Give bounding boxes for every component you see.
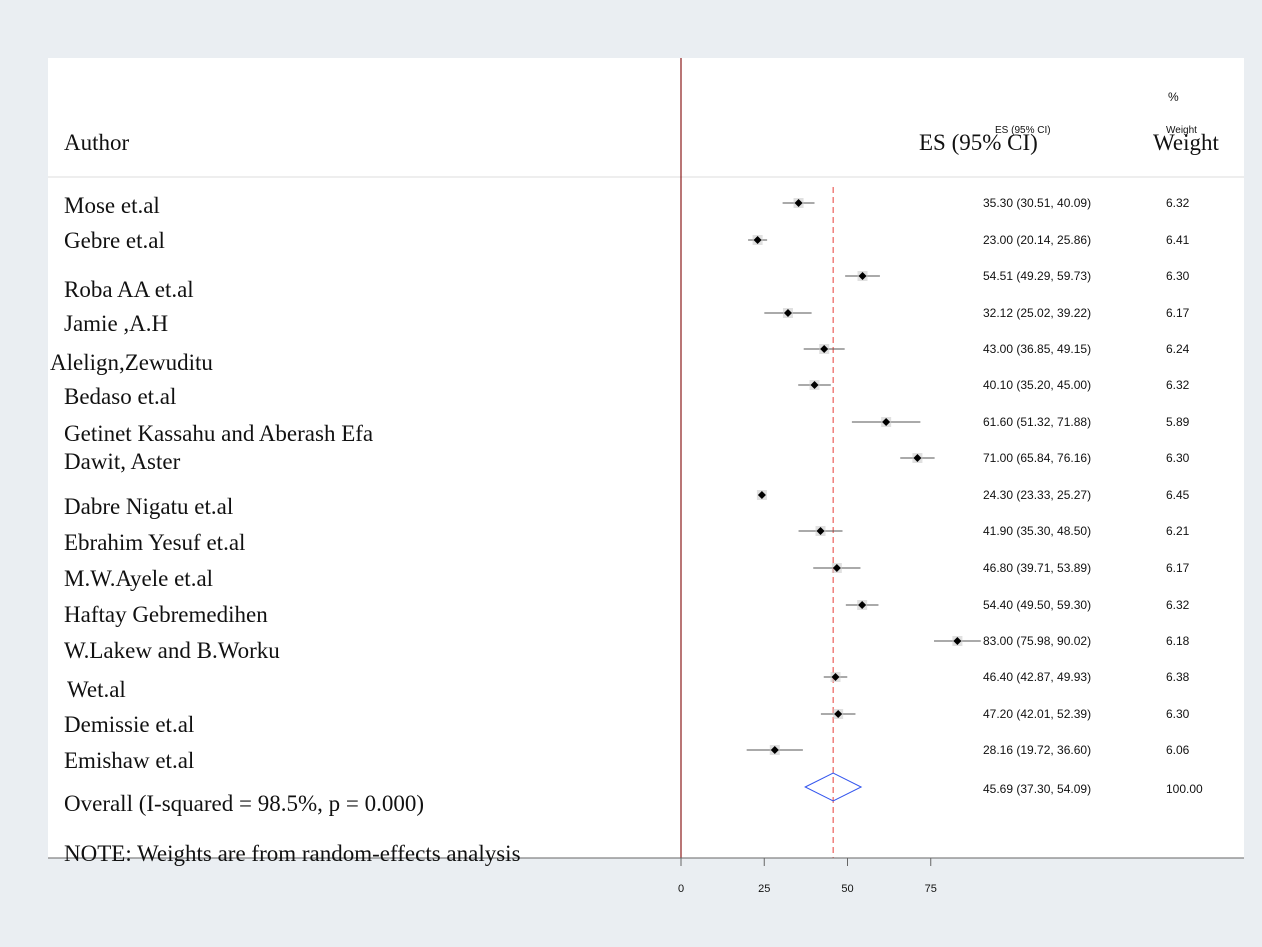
study-author: Gebre et.al	[64, 228, 165, 253]
weight-column-header: Weight	[1153, 130, 1219, 155]
point-estimate	[832, 564, 841, 572]
study-author: Dabre Nigatu et.al	[64, 494, 234, 519]
overall-weight: 100.00	[1166, 782, 1203, 796]
point-estimate	[770, 746, 779, 754]
study-author: Wet.al	[67, 677, 126, 702]
study-weight: 6.17	[1166, 306, 1190, 320]
study-es-ci: 32.12 (25.02, 39.22)	[983, 306, 1092, 320]
point-estimate	[953, 637, 962, 645]
study-weight: 6.21	[1166, 524, 1190, 538]
point-estimate	[753, 236, 762, 244]
study-es-ci: 46.80 (39.71, 53.89)	[983, 561, 1092, 575]
point-estimate	[858, 272, 867, 280]
study-es-ci: 40.10 (35.20, 45.00)	[983, 378, 1092, 392]
study-author: Alelign,Zewuditu	[50, 350, 213, 375]
study-es-ci: 47.20 (42.01, 52.39)	[983, 707, 1092, 721]
point-estimate	[913, 454, 922, 462]
study-es-ci: 35.30 (30.51, 40.09)	[983, 196, 1092, 210]
point-estimate	[810, 381, 819, 389]
study-author: M.W.Ayele et.al	[64, 566, 214, 591]
study-weight: 5.89	[1166, 415, 1190, 429]
study-es-ci: 43.00 (36.85, 49.15)	[983, 342, 1092, 356]
es-column-header-small: ES (95% CI)	[995, 125, 1051, 136]
study-es-ci: 24.30 (23.33, 25.27)	[983, 488, 1092, 502]
study-es-ci: 83.00 (75.98, 90.02)	[983, 634, 1092, 648]
plot-panel	[48, 58, 1244, 858]
study-author: Roba AA et.al	[64, 277, 194, 302]
study-es-ci: 23.00 (20.14, 25.86)	[983, 233, 1092, 247]
study-weight: 6.30	[1166, 707, 1190, 721]
x-tick-label: 50	[841, 883, 854, 895]
study-author: Mose et.al	[64, 193, 160, 218]
study-author: Jamie ,A.H	[64, 311, 169, 336]
study-weight: 6.06	[1166, 743, 1190, 757]
study-weight: 6.38	[1166, 670, 1190, 684]
study-marks	[746, 198, 981, 755]
study-weight: 6.18	[1166, 634, 1190, 648]
study-author: Bedaso et.al	[64, 384, 177, 409]
weight-column-header-small: Weight	[1166, 125, 1197, 136]
study-es-ci: 54.51 (49.29, 59.73)	[983, 269, 1092, 283]
study-weight: 6.32	[1166, 196, 1190, 210]
point-estimate	[757, 491, 766, 499]
study-author: Ebrahim Yesuf et.al	[64, 530, 246, 555]
x-tick-label: 75	[924, 883, 937, 895]
point-estimate	[820, 345, 829, 353]
study-author: Demissie et.al	[64, 712, 195, 737]
study-es-ci: 28.16 (19.72, 36.60)	[983, 743, 1092, 757]
study-es-ci: 61.60 (51.32, 71.88)	[983, 415, 1092, 429]
study-weight: 6.32	[1166, 378, 1190, 392]
study-author: Dawit, Aster	[64, 449, 181, 474]
overall-es-ci: 45.69 (37.30, 54.09)	[983, 782, 1092, 796]
study-es-ci: 46.40 (42.87, 49.93)	[983, 670, 1092, 684]
study-author: Haftay Gebremedihen	[64, 602, 268, 627]
analysis-note: NOTE: Weights are from random-effects an…	[64, 841, 521, 866]
study-es-ci: 54.40 (49.50, 59.30)	[983, 598, 1092, 612]
study-author: Emishaw et.al	[64, 748, 195, 773]
study-weight: 6.32	[1166, 598, 1190, 612]
study-weight: 6.24	[1166, 342, 1190, 356]
study-author: W.Lakew and B.Worku	[64, 638, 280, 663]
study-weight: 6.30	[1166, 451, 1190, 465]
study-es-ci: 41.90 (35.30, 48.50)	[983, 524, 1092, 538]
study-weight: 6.30	[1166, 269, 1190, 283]
weight-percent-header: %	[1168, 90, 1179, 104]
point-estimate	[816, 527, 825, 535]
study-weight: 6.17	[1166, 561, 1190, 575]
point-estimate	[834, 710, 843, 718]
point-estimate	[882, 418, 891, 426]
point-estimate	[783, 309, 792, 317]
study-weight: 6.41	[1166, 233, 1190, 247]
author-column-header: Author	[64, 130, 130, 155]
study-weight: 6.45	[1166, 488, 1190, 502]
point-estimate	[858, 601, 867, 609]
overall-diamond	[804, 772, 863, 802]
es-column-header: ES (95% CI)	[919, 130, 1038, 155]
point-estimate	[831, 673, 840, 681]
study-author: Getinet Kassahu and Aberash Efa	[64, 421, 374, 446]
study-es-ci: 71.00 (65.84, 76.16)	[983, 451, 1092, 465]
overall-label: Overall (I-squared = 98.5%, p = 0.000)	[64, 791, 424, 816]
x-tick-label: 0	[677, 883, 685, 895]
point-estimate	[794, 199, 803, 207]
x-tick-label: 25	[758, 883, 771, 895]
x-axis-ticks	[680, 858, 932, 866]
